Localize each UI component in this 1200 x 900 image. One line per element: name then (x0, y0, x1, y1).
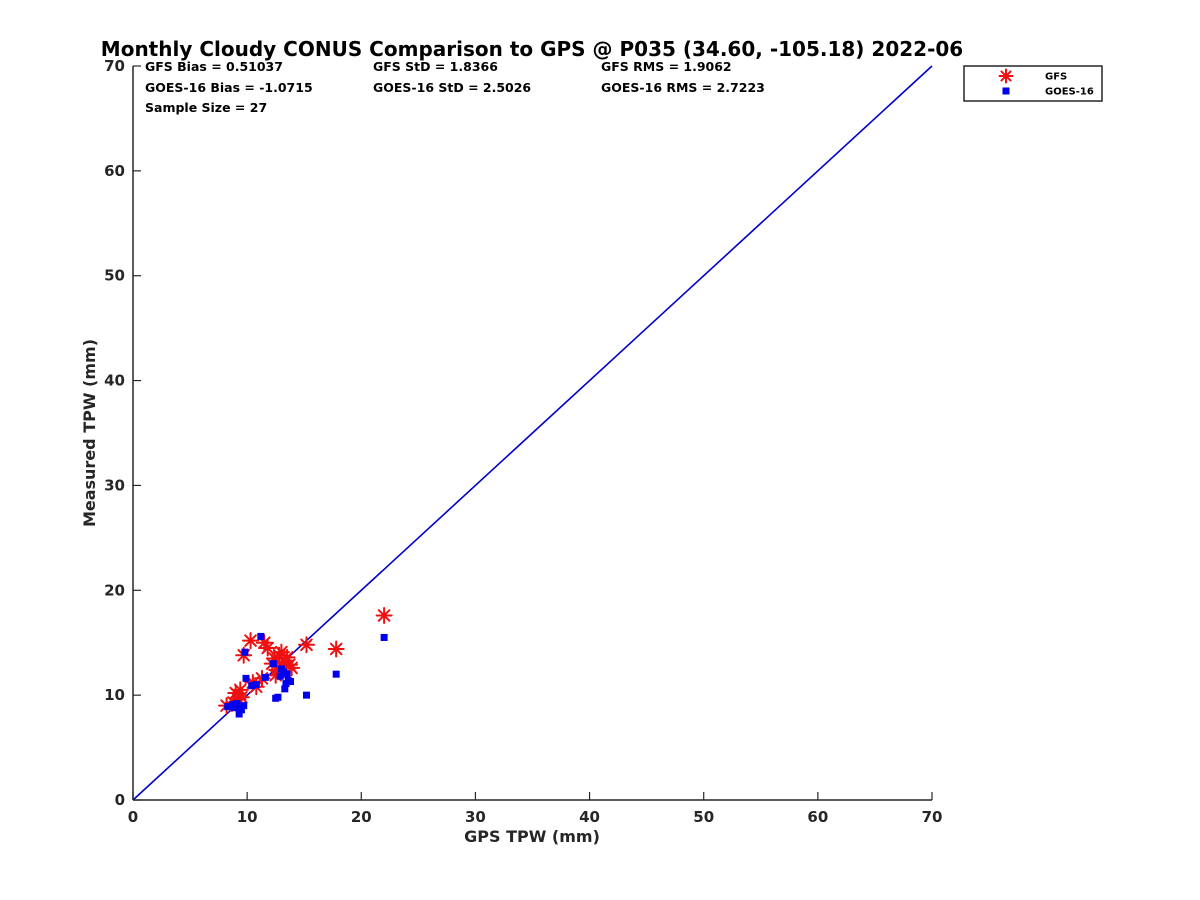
y-tick-label: 50 (104, 267, 125, 285)
goes16-point (241, 648, 249, 656)
x-tick-label: 60 (807, 808, 828, 826)
legend-label: GOES-16 (1045, 87, 1094, 98)
goes16-point (274, 693, 282, 701)
chart-title: Monthly Cloudy CONUS Comparison to GPS @… (101, 37, 963, 61)
goes16-point (332, 670, 340, 678)
legend-goes16-marker (1002, 87, 1010, 95)
y-tick-label: 20 (104, 581, 125, 599)
goes16-point (287, 678, 295, 686)
goes16-point (240, 702, 248, 710)
goes16-point (237, 706, 245, 714)
x-tick-label: 20 (351, 808, 372, 826)
stat-text: GOES-16 Bias = -1.0715 (145, 80, 313, 95)
x-tick-label: 40 (579, 808, 600, 826)
stat-text: GOES-16 RMS = 2.7223 (601, 80, 765, 95)
gfs-point (259, 639, 277, 657)
x-axis-label: GPS TPW (mm) (464, 827, 600, 846)
goes16-point (277, 665, 285, 673)
axes: 0 10 20 30 40 50 60 70 0 10 20 30 40 50 60 70 (104, 57, 942, 826)
goes16-point (276, 672, 284, 680)
goes16-point (252, 681, 260, 689)
legend: GFS GOES-16 (963, 65, 1103, 102)
x-tick-label: 30 (465, 808, 486, 826)
goes16-point (269, 660, 277, 668)
legend-box (963, 65, 1103, 102)
stat-text: GOES-16 StD = 2.5026 (373, 80, 531, 95)
y-tick-label: 40 (104, 372, 125, 390)
goes16-point (228, 701, 236, 709)
goes16-point (257, 632, 265, 640)
goes16-point (302, 691, 310, 699)
gfs-point (242, 632, 260, 650)
gfs-point (297, 636, 315, 654)
x-tick-label: 50 (693, 808, 714, 826)
x-tick-label: 10 (237, 808, 258, 826)
goes16-point (248, 682, 256, 690)
y-axis-ticks: 0 10 20 30 40 50 60 70 (104, 57, 141, 809)
series-goes-16 (224, 632, 388, 718)
goes16-point (233, 700, 241, 708)
goes16-point (242, 674, 250, 682)
stat-text: GFS Bias = 0.51037 (145, 59, 283, 74)
goes16-point (281, 685, 289, 693)
series-layer (218, 606, 393, 718)
y-axis-label: Measured TPW (mm) (80, 339, 99, 527)
x-tick-label: 70 (922, 808, 943, 826)
x-axis-ticks: 0 10 20 30 40 50 60 70 (128, 792, 943, 826)
stat-text: GFS StD = 1.8366 (373, 59, 498, 74)
legend-gfs-marker (998, 68, 1014, 84)
y-tick-label: 0 (115, 791, 125, 809)
series-gfs (218, 606, 393, 715)
y-tick-label: 70 (104, 57, 125, 75)
goes16-point (261, 673, 269, 681)
gfs-point (327, 640, 345, 658)
goes16-point (283, 670, 291, 678)
y-tick-label: 10 (104, 686, 125, 704)
y-tick-label: 30 (104, 476, 125, 494)
x-tick-label: 0 (128, 808, 138, 826)
stat-text: GFS RMS = 1.9062 (601, 59, 732, 74)
goes16-point (235, 710, 243, 718)
goes16-point (224, 703, 232, 711)
goes16-point (380, 633, 388, 641)
plot-area: 0 10 20 30 40 50 60 70 0 10 20 30 40 50 60 70 (104, 57, 942, 826)
gfs-point (375, 606, 393, 624)
legend-label: GFS (1045, 72, 1067, 83)
legend-items: GFS GOES-16 (998, 68, 1094, 98)
stats-block: GFS Bias = 0.51037 GFS StD = 1.8366 GFS RM… (145, 59, 765, 115)
stat-text: Sample Size = 27 (145, 100, 267, 115)
y-tick-label: 60 (104, 162, 125, 180)
